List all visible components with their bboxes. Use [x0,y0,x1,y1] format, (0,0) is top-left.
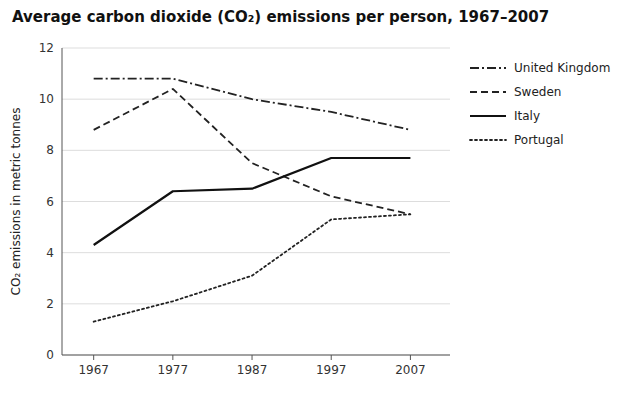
legend-label: United Kingdom [514,61,610,75]
legend-swatch [470,115,506,117]
grid-line [62,355,450,356]
legend-swatch [470,91,506,93]
y-tick-label: 6 [46,195,54,209]
legend-swatch [470,67,506,69]
title: Average carbon dioxide (CO₂) emissions p… [12,8,549,26]
x-tick [331,355,332,360]
y-tick-label: 0 [46,348,54,362]
x-axis-line [62,355,450,356]
x-tick-label: 1997 [316,363,347,377]
grid-line [62,201,450,202]
chart-container: Average carbon dioxide (CO₂) emissions p… [0,0,640,397]
y-axis-line [62,48,63,355]
y-tick-label: 10 [39,92,54,106]
grid-line [62,48,450,49]
legend-label: Sweden [514,85,561,99]
x-tick-label: 1967 [78,363,109,377]
y-tick-label: 2 [46,297,54,311]
grid-line [62,303,450,304]
legend: United Kingdom Sweden Italy Portugal [470,61,610,147]
y-axis-label: CO₂ emissions in metric tonnes [9,108,23,296]
series-line [94,79,411,130]
y-tick-label: 8 [46,143,54,157]
legend-swatch [470,139,506,141]
grid-line [62,99,450,100]
x-tick-label: 2007 [395,363,426,377]
grid-line [62,150,450,151]
y-tick-label: 4 [46,246,54,260]
x-tick [93,355,94,360]
series-line [94,214,411,321]
y-tick-label: 12 [39,41,54,55]
grid-line [62,252,450,253]
x-tick [252,355,253,360]
lines [94,79,411,322]
grid [62,48,450,355]
x-tick-label: 1977 [158,363,189,377]
x-tick [410,355,411,360]
x-tick [172,355,173,360]
series-line [94,158,411,245]
legend-label: Italy [514,109,540,123]
x-tick-label: 1987 [237,363,268,377]
chart: Average carbon dioxide (CO₂) emissions p… [0,0,640,397]
series-line [94,89,411,214]
legend-label: Portugal [514,133,564,147]
